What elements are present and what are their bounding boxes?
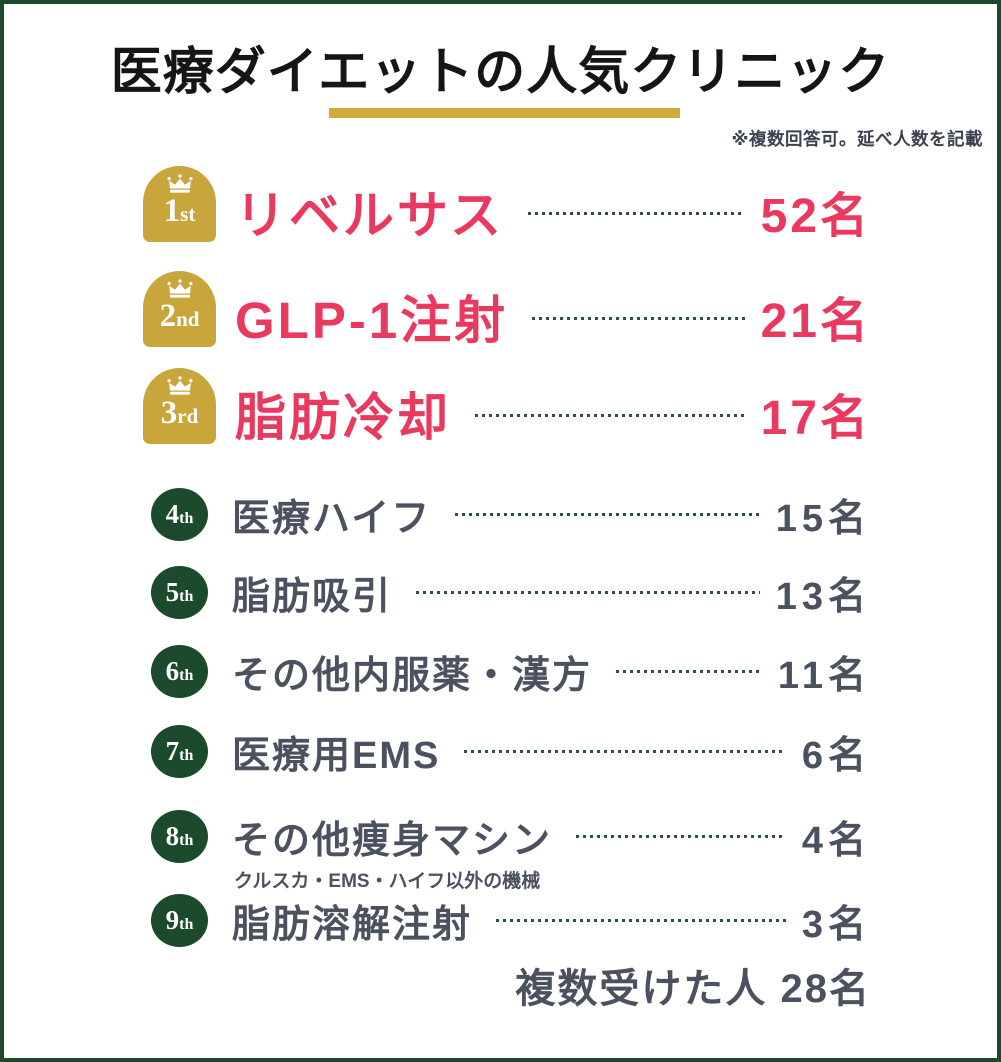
item-label: 脂肪溶解注射 — [232, 903, 473, 946]
ranking-row-3: 3rd 脂肪冷却 17名 — [143, 368, 871, 446]
rank-label: 9th — [165, 904, 194, 935]
rank-label: 3rd — [160, 395, 199, 431]
rank-badge-3rd: 3rd — [143, 368, 216, 444]
item-label: GLP-1注射 — [235, 292, 509, 349]
dotted-leader — [416, 590, 760, 594]
ranking-row-6: 6th その他内服薬・漢方 11名 — [143, 644, 871, 698]
item-value: 21名 — [760, 295, 871, 348]
rank-label: 6th — [165, 655, 194, 686]
crown-icon — [166, 279, 193, 298]
rank-label: 7th — [165, 735, 194, 766]
ranking-row-5: 5th 脂肪吸引 13名 — [143, 565, 871, 619]
dotted-leader — [455, 512, 760, 516]
summary-label: 複数受けた人 — [515, 967, 768, 1011]
crown-icon — [166, 174, 193, 193]
dotted-leader — [576, 834, 786, 838]
dotted-leader — [475, 413, 745, 417]
item-label: 脂肪冷却 — [235, 389, 452, 446]
rank-label: 4th — [165, 498, 194, 529]
ranking-row-2: 2nd GLP-1注射 21名 — [143, 271, 871, 349]
dotted-leader — [532, 316, 745, 320]
rank-badge-6th: 6th — [151, 644, 208, 698]
title-underline — [329, 108, 680, 118]
item-value: 11名 — [777, 654, 871, 697]
item-label: 医療用EMS — [232, 734, 441, 777]
dotted-leader — [496, 918, 786, 922]
ranking-row-9: 9th 脂肪溶解注射 3名 — [143, 893, 871, 947]
rank-label: 1st — [163, 193, 196, 229]
rank-label: 2nd — [159, 298, 200, 334]
rank-badge-9th: 9th — [151, 893, 208, 947]
item-value: 52名 — [760, 190, 871, 243]
item-label: その他痩身マシン — [232, 819, 553, 862]
crown-icon — [166, 376, 193, 395]
item-value: 13名 — [775, 575, 871, 618]
dotted-leader — [527, 211, 745, 215]
rank-badge-4th: 4th — [151, 487, 208, 541]
item-value: 4名 — [801, 819, 871, 862]
rank-label: 8th — [165, 820, 194, 851]
item-value: 15名 — [775, 497, 871, 540]
ranking-row-1: 1st リベルサス 52名 — [143, 166, 871, 244]
item-label: 医療ハイフ — [232, 497, 432, 540]
item-sublabel: クルスカ・EMS・ハイフ以外の機械 — [234, 870, 541, 892]
rank-badge-8th: 8th — [151, 809, 208, 863]
rank-badge-2nd: 2nd — [143, 271, 216, 347]
item-value: 17名 — [760, 392, 871, 445]
item-label: その他内服薬・漢方 — [232, 654, 593, 697]
rank-badge-7th: 7th — [151, 724, 208, 778]
dotted-leader — [616, 669, 762, 673]
ranking-row-8: 8th その他痩身マシン クルスカ・EMS・ハイフ以外の機械 4名 — [143, 809, 871, 892]
item-label: リベルサス — [235, 187, 504, 244]
ranking-row-7: 7th 医療用EMS 6名 — [143, 724, 871, 778]
page-title: 医療ダイエットの人気クリニック — [110, 43, 891, 100]
item-value: 6名 — [801, 734, 871, 777]
item-value: 3名 — [801, 903, 871, 946]
ranking-row-4: 4th 医療ハイフ 15名 — [143, 487, 871, 541]
item-label-group: その他痩身マシン クルスカ・EMS・ハイフ以外の機械 — [208, 809, 553, 892]
survey-note: ※複数回答可。延べ人数を記載 — [731, 129, 983, 149]
summary-row: 複数受けた人 28名 — [515, 956, 871, 1014]
rank-badge-5th: 5th — [151, 565, 208, 619]
rank-badge-1st: 1st — [143, 166, 216, 242]
rank-label: 5th — [165, 576, 194, 607]
item-label: 脂肪吸引 — [232, 575, 393, 618]
summary-value: 28名 — [780, 967, 871, 1011]
dotted-leader — [464, 749, 786, 753]
